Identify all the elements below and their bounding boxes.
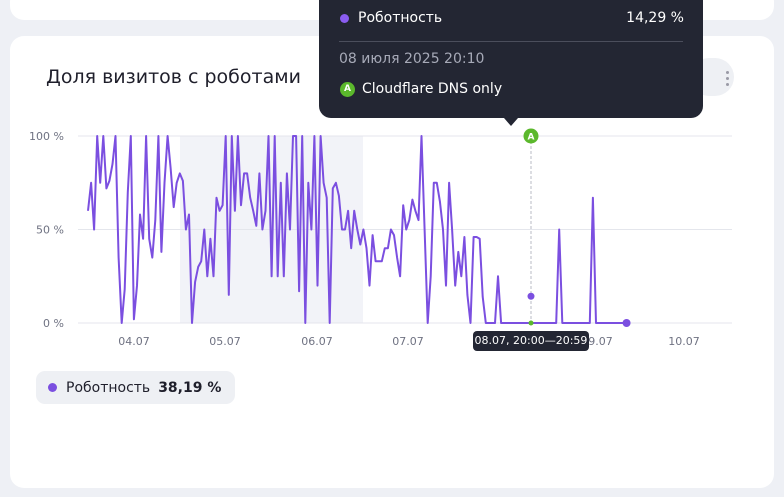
- annotation-marker-label: A: [528, 133, 535, 143]
- y-tick-label: 50 %: [36, 224, 64, 237]
- annotation-marker: [523, 128, 539, 144]
- x-tick-label: 07.07: [392, 335, 424, 348]
- tooltip-series-row: Роботность 14,29 %: [340, 10, 684, 26]
- x-tick-label: 04.07: [118, 335, 150, 348]
- annotation-base-dot: [528, 320, 534, 326]
- tooltip-annotation: A Cloudflare DNS only: [340, 81, 502, 97]
- crosshair-x-label: 08.07, 20:00—20:59: [473, 331, 589, 351]
- legend-item-robotness[interactable]: Роботность 38,19 %: [36, 371, 236, 404]
- y-tick-label: 0 %: [43, 317, 64, 330]
- x-tick-label-hidden: 09.07: [581, 335, 613, 348]
- x-tick-label: 10.07: [668, 335, 700, 348]
- more-options-icon[interactable]: [722, 68, 732, 90]
- chart-tooltip: Роботность 14,29 % 08 июля 2025 20:10 A …: [319, 0, 703, 118]
- tooltip-series-dot: [340, 13, 349, 23]
- tooltip-series-value: 14,29 %: [626, 10, 684, 26]
- tooltip-date: 08 июля 2025 20:10: [339, 51, 485, 67]
- widget-title: Доля визитов с роботами: [46, 66, 301, 88]
- y-tick-label: 100 %: [29, 130, 64, 143]
- legend-color-dot: [48, 383, 57, 392]
- x-tick-label: 06.07: [301, 335, 333, 348]
- legend-value: 38,19 %: [158, 379, 222, 396]
- last-data-point: [622, 319, 631, 327]
- robots-line-chart: 0 % 50 % 100 % 04.07 05.07 06.07 07.07 10.07 09.…: [29, 128, 732, 348]
- legend-label: Роботность: [66, 379, 151, 396]
- x-tick-label: 05.07: [209, 335, 241, 348]
- selected-data-point: [527, 292, 535, 300]
- series-line-robotness: [87, 135, 627, 324]
- tooltip-divider: [339, 41, 683, 42]
- tooltip-series-label: Роботность: [358, 10, 443, 26]
- annotation-text: Cloudflare DNS only: [362, 81, 503, 97]
- annotation-badge-icon: A: [340, 81, 355, 97]
- tooltip-arrow: [504, 118, 518, 126]
